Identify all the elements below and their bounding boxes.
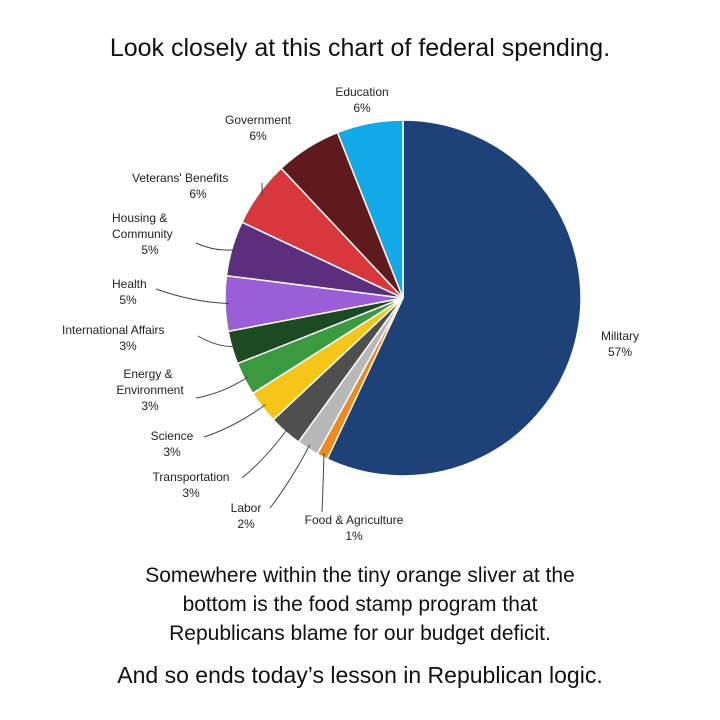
label-education: Education 6%: [335, 85, 388, 115]
label-veterans-name: Veterans' Benefits: [132, 171, 228, 185]
label-education-name: Education: [335, 85, 388, 99]
leader-international: [197, 335, 236, 348]
slice-military: [326, 119, 582, 477]
label-food: Food & Agriculture 1%: [305, 513, 404, 543]
caption-line-3: Republicans blame for our budget deficit…: [169, 622, 551, 645]
leader-lines: [155, 182, 325, 513]
leader-health: [155, 288, 230, 304]
leader-housing: [195, 242, 236, 251]
label-health-name: Health: [112, 277, 147, 291]
caption-line-1: Somewhere within the tiny orange sliver …: [145, 564, 575, 587]
label-health-pct: 5%: [119, 293, 137, 307]
label-energy-line2: Environment: [116, 383, 184, 397]
label-education-pct: 6%: [353, 101, 371, 115]
leader-energy: [195, 376, 249, 399]
pie-slices: [224, 119, 582, 477]
caption: Somewhere within the tiny orange sliver …: [40, 561, 680, 648]
label-energy-line1: Energy &: [123, 367, 172, 381]
label-government-pct: 6%: [249, 129, 267, 143]
label-science: Science 3%: [151, 429, 194, 459]
caption-line-2: bottom is the food stamp program that: [182, 593, 538, 616]
headline: Look closely at this chart of federal sp…: [109, 34, 611, 62]
label-military: Military 57%: [601, 329, 639, 359]
label-international-pct: 3%: [119, 339, 137, 353]
label-veterans-pct: 6%: [189, 187, 207, 201]
label-transportation-name: Transportation: [153, 470, 230, 484]
label-housing: Housing & Community 5%: [112, 211, 173, 257]
label-energy: Energy & Environment 3%: [116, 367, 184, 413]
label-health: Health 5%: [112, 277, 147, 307]
label-military-name: Military: [601, 329, 639, 343]
leader-transportation: [241, 428, 289, 479]
leader-food: [321, 452, 325, 513]
label-transportation-pct: 3%: [182, 486, 200, 500]
leader-labor: [269, 444, 311, 509]
label-labor: Labor 2%: [231, 501, 262, 531]
label-labor-pct: 2%: [237, 517, 255, 531]
label-food-name: Food & Agriculture: [305, 513, 404, 527]
leader-science: [203, 404, 266, 438]
label-government: Government 6%: [225, 113, 292, 143]
label-food-pct: 1%: [345, 529, 363, 543]
label-veterans: Veterans' Benefits 6%: [132, 171, 228, 201]
slice-education: [336, 119, 404, 299]
label-housing-line1: Housing &: [112, 211, 167, 225]
closing-line: And so ends today’s lesson in Republican…: [117, 662, 603, 688]
label-energy-pct: 3%: [141, 399, 159, 413]
label-military-pct: 57%: [608, 345, 632, 359]
label-government-name: Government: [225, 113, 292, 127]
label-housing-line2: Community: [112, 227, 173, 241]
label-international-name: International Affairs: [62, 323, 165, 337]
label-labor-name: Labor: [231, 501, 262, 515]
label-international: International Affairs 3%: [62, 323, 165, 353]
label-science-pct: 3%: [163, 445, 181, 459]
label-housing-pct: 5%: [141, 243, 159, 257]
label-transportation: Transportation 3%: [153, 470, 230, 500]
label-science-name: Science: [151, 429, 194, 443]
